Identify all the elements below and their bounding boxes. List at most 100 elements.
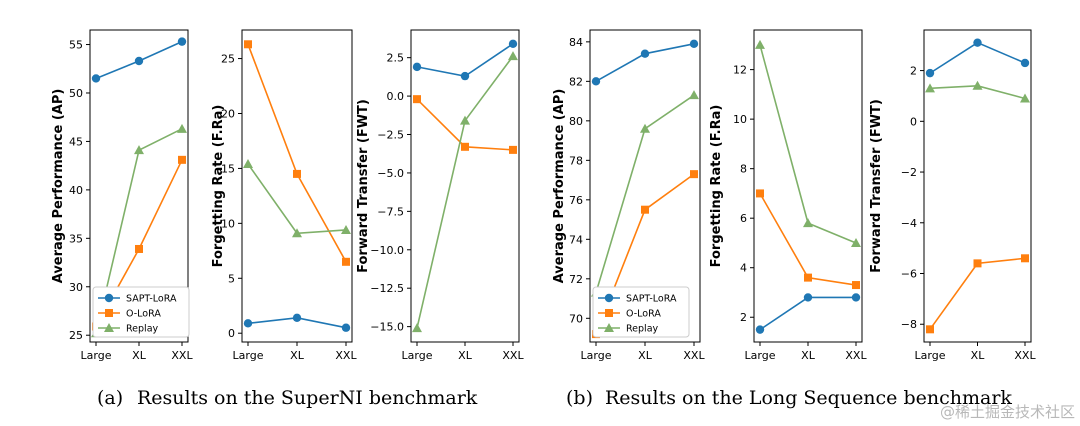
data-point-replay [640, 123, 650, 133]
x-tick-label: Large [81, 349, 112, 362]
legend-label: Replay [126, 324, 159, 335]
data-point-o-lora [342, 257, 350, 266]
y-tick-label: 25 [69, 329, 83, 342]
data-point-replay [689, 90, 699, 100]
caption-a-text: Results on the SuperNI benchmark [137, 387, 478, 409]
chart-a-2: 0 5 10 15 20 25 Large XL XXL Forgetting Rate (F.R… [211, 29, 357, 362]
chart-a-3: 2.5 0.0 −2.5 −5.0 −7.5 −10.0 −12.5 −15.0 Large XL… [356, 29, 524, 362]
data-point-o-lora [852, 281, 860, 290]
legend-marker [604, 323, 614, 332]
data-point-replay [341, 224, 351, 234]
legend-marker [604, 293, 614, 303]
y-tick-label: 0.0 [387, 90, 405, 103]
y-tick-label: 72 [569, 273, 583, 286]
y-tick-label: 10 [733, 113, 747, 126]
data-point-sapt-lora [243, 319, 253, 328]
data-point-sapt-lora [134, 56, 144, 66]
data-point-sapt-lora [925, 68, 935, 78]
chart-b-5: 2 4 6 8 10 12 Large XL XXL Forgetting Rate (F.Ra) [709, 29, 867, 362]
x-tick-label: XXL [171, 349, 193, 362]
data-point-o-lora [756, 189, 764, 198]
y-axis-label: Forward Transfer (FWT) [356, 99, 371, 273]
x-tick-label: XL [458, 349, 473, 362]
x-tick-label: Large [233, 349, 264, 362]
y-tick-label: −2.5 [377, 129, 404, 142]
y-tick-label: 12 [733, 64, 747, 77]
y-tick-label: −15.0 [370, 321, 404, 334]
data-point-o-lora [244, 40, 252, 49]
data-point-replay [755, 39, 765, 49]
y-axis-label: Average Performance (AP) [51, 89, 66, 284]
legend-label: O-LoRA [126, 309, 161, 320]
chart-a-1: 25 30 35 40 45 50 55 Large XL XXL Average Performa… [51, 29, 193, 362]
legend-label: SAPT-LoRA [626, 294, 677, 305]
y-tick-label: 2.5 [387, 52, 405, 65]
x-tick-label: XXL [502, 349, 524, 362]
y-axis-label: Forward Transfer (FWT) [869, 99, 884, 273]
data-point-sapt-lora [412, 62, 422, 72]
y-tick-label: 76 [569, 194, 583, 207]
data-point-replay [851, 237, 861, 247]
data-point-replay [177, 123, 187, 133]
data-point-replay [243, 159, 253, 169]
y-tick-label: 2 [740, 311, 747, 324]
data-point-sapt-lora [91, 74, 101, 83]
data-point-sapt-lora [460, 71, 470, 81]
legend: SAPT-LoRA O-LoRA Replay [592, 286, 690, 338]
data-point-o-lora [413, 95, 421, 104]
series-line-o-lora [929, 257, 1026, 330]
caption-a-label: (a) [97, 387, 123, 409]
data-point-sapt-lora [973, 38, 982, 47]
series-line-o-lora [759, 193, 857, 286]
data-point-sapt-lora [640, 49, 650, 58]
y-tick-label: 30 [69, 281, 83, 294]
data-point-sapt-lora [177, 37, 187, 46]
x-tick-label: XL [638, 349, 653, 362]
y-axis-label: Forgetting Rate (F.Ra) [709, 105, 724, 268]
data-point-o-lora [509, 145, 517, 154]
legend-frame [592, 286, 690, 338]
y-tick-label: 80 [569, 115, 583, 128]
y-tick-label: 15 [221, 162, 235, 175]
legend-label: O-LoRA [626, 309, 661, 320]
y-tick-label: 40 [69, 184, 83, 197]
y-tick-label: 25 [221, 53, 235, 66]
y-tick-label: 6 [740, 212, 747, 225]
x-tick-label: XXL [335, 349, 357, 362]
y-tick-label: 55 [69, 39, 83, 52]
y-tick-label: 2 [910, 65, 917, 78]
legend: SAPT-LoRA O-LoRA Replay [92, 286, 190, 338]
data-point-replay [134, 145, 144, 155]
y-axis-label: Average Performance (AP) [552, 89, 567, 284]
data-point-sapt-lora [755, 325, 765, 334]
plot-frame [241, 29, 353, 343]
data-point-o-lora [135, 244, 143, 253]
legend-label: SAPT-LoRA [126, 294, 177, 305]
y-tick-label: 0 [228, 327, 235, 340]
y-tick-label: 0 [910, 115, 917, 128]
legend-label: Replay [626, 324, 659, 335]
chart-b-4: 70 72 74 76 78 80 82 84 Large XL XXL Average Perfor… [552, 29, 705, 362]
y-tick-label: 4 [740, 262, 747, 275]
x-tick-label: XL [971, 349, 986, 362]
y-tick-label: 82 [569, 75, 583, 88]
data-point-replay [412, 323, 422, 333]
y-tick-label: 10 [221, 217, 235, 230]
data-point-replay [925, 83, 935, 93]
data-point-o-lora [461, 142, 469, 151]
y-tick-label: 5 [228, 272, 235, 285]
y-tick-label: −6 [901, 268, 917, 281]
y-tick-label: 20 [221, 107, 235, 120]
y-tick-label: 70 [569, 312, 583, 325]
x-tick-label: Large [745, 349, 776, 362]
x-tick-label: XXL [1014, 349, 1036, 362]
y-tick-label: −4 [901, 217, 917, 230]
legend-marker [105, 309, 113, 317]
x-tick-label: Large [402, 349, 433, 362]
data-point-replay [292, 228, 302, 238]
data-point-sapt-lora [508, 39, 518, 49]
y-tick-label: −7.5 [377, 205, 404, 218]
y-tick-label: −10.0 [370, 244, 404, 257]
